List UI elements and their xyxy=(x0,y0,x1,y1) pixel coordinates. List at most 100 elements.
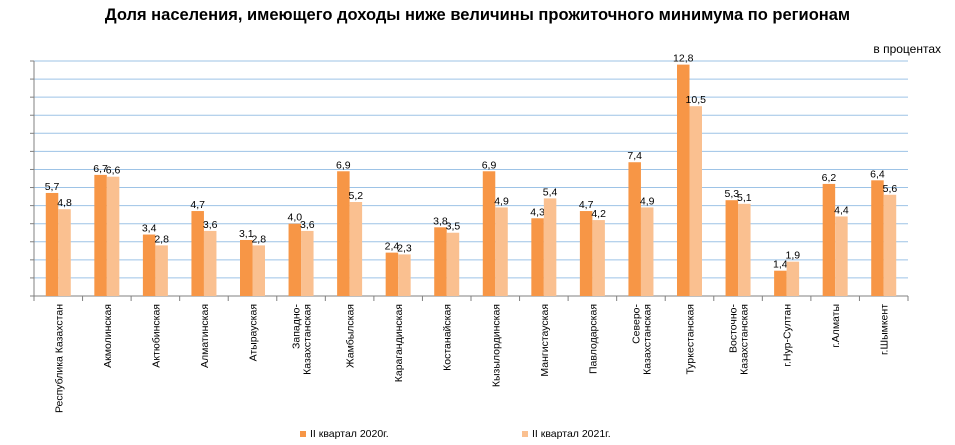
category-label-line: Казахстанская xyxy=(739,304,751,375)
bar-2021 xyxy=(738,203,751,296)
category-label-line: г.Шымкент xyxy=(879,304,891,355)
bar-2020 xyxy=(337,171,350,296)
bar-2021 xyxy=(398,254,411,296)
category-label-line: Западно- xyxy=(291,303,303,348)
data-label-2021: 2,8 xyxy=(154,233,169,245)
data-label-2021: 4,8 xyxy=(57,197,72,209)
data-label-2021: 4,9 xyxy=(640,195,655,207)
category-label-line: Актюбинская xyxy=(150,304,162,368)
bar-2021 xyxy=(58,209,71,296)
data-label-2020: 6,4 xyxy=(870,168,885,180)
category-label: Павлодарская xyxy=(587,304,599,374)
bar-2021 xyxy=(495,207,508,296)
data-label-2021: 2,8 xyxy=(251,233,266,245)
category-label: Восточно- Казахстанская xyxy=(728,303,751,374)
bar-2020 xyxy=(142,234,156,296)
data-label-2020: 4,0 xyxy=(288,212,303,224)
legend-label-2020: II квартал 2020г. xyxy=(310,428,389,440)
data-label-2020: 3,8 xyxy=(433,215,448,227)
data-label-2021: 3,6 xyxy=(203,219,218,231)
bar-2021 xyxy=(592,220,605,296)
data-label-2020: 6,2 xyxy=(822,172,837,184)
bar-2021 xyxy=(301,230,314,296)
data-label-2021: 3,6 xyxy=(300,219,315,231)
data-label-2020: 4,7 xyxy=(190,199,205,211)
bar-2020 xyxy=(725,200,739,296)
bar-2020 xyxy=(191,211,204,296)
bar-2021 xyxy=(883,194,897,296)
category-label-line: Акмолинская xyxy=(102,304,114,368)
data-label-2021: 5,4 xyxy=(543,186,558,198)
bar-2020 xyxy=(531,218,544,296)
category-label: Республика Казахстан xyxy=(53,304,65,413)
bar-2020 xyxy=(45,192,59,296)
bar-2020 xyxy=(774,270,787,296)
category-label-line: Мангистауская xyxy=(539,304,551,377)
legend-swatch-2020 xyxy=(300,431,306,437)
data-label-2021: 4,9 xyxy=(494,195,509,207)
category-label-line: Алматинская xyxy=(199,304,211,368)
data-label-2020: 2,4 xyxy=(385,241,400,253)
bar-2021 xyxy=(786,261,800,296)
bar-2020 xyxy=(288,223,302,296)
data-label-2021: 5,1 xyxy=(737,192,752,204)
category-label: Северо- Казахстанская xyxy=(630,304,653,375)
bar-2020 xyxy=(871,180,884,296)
bar-2021 xyxy=(106,176,120,296)
bar-2020 xyxy=(482,171,496,296)
category-label-line: Кызылординская xyxy=(490,304,502,387)
data-label-2020: 5,7 xyxy=(45,181,60,193)
category-label-line: Восточно- xyxy=(728,303,740,353)
category-label-line: Атырауская xyxy=(248,304,260,361)
data-label-2020: 6,9 xyxy=(482,159,497,171)
bar-2020 xyxy=(677,64,690,296)
category-label: Карагандинская xyxy=(393,304,405,382)
category-label: Актюбинская xyxy=(150,304,162,368)
unit-label: в процентах xyxy=(873,42,941,56)
bar-2021 xyxy=(349,202,363,296)
data-label-2021: 4,4 xyxy=(834,204,849,216)
category-label-line: Туркестанская xyxy=(685,304,697,375)
data-label-2021: 2,3 xyxy=(397,242,412,254)
category-label: г.Нур-Султан xyxy=(782,304,794,367)
bar-2020 xyxy=(94,174,107,296)
data-label-2021: 6,6 xyxy=(106,165,121,177)
bar-2020 xyxy=(385,252,399,296)
bar-2021 xyxy=(252,245,265,296)
category-label: Костанайская xyxy=(442,304,454,371)
bar-2020 xyxy=(628,162,641,296)
data-label-2020: 3,1 xyxy=(239,228,254,240)
bar-2020 xyxy=(822,183,836,296)
category-label: г.Алматы xyxy=(830,304,842,348)
data-label-2021: 5,2 xyxy=(349,190,364,202)
bar-2021 xyxy=(689,106,702,296)
legend-label-2021: II квартал 2021г. xyxy=(532,428,611,440)
category-label: Кызылординская xyxy=(490,304,502,387)
bar-2020 xyxy=(240,239,253,296)
category-label: Атырауская xyxy=(248,304,260,361)
legend-item-2021: II квартал 2021г. xyxy=(522,428,611,440)
category-label-line: г.Нур-Султан xyxy=(782,304,794,367)
data-label-2020: 4,7 xyxy=(579,199,594,211)
category-label-line: г.Алматы xyxy=(830,304,842,348)
category-label-line: Казахстанская xyxy=(641,304,653,375)
bar-2021 xyxy=(543,198,557,296)
bar-2021 xyxy=(640,207,654,296)
data-label-2020: 6,7 xyxy=(93,163,108,175)
category-label: Туркестанская xyxy=(685,304,697,375)
bar-2021 xyxy=(155,245,168,296)
category-label: Жамбылская xyxy=(345,304,357,368)
data-label-2020: 12,8 xyxy=(673,53,694,65)
category-label-line: Северо- xyxy=(630,304,642,344)
bar-2021 xyxy=(446,232,460,296)
data-label-2021: 3,5 xyxy=(446,221,461,233)
bar-2021 xyxy=(835,216,848,296)
data-label-2021: 5,6 xyxy=(883,183,898,195)
bar-2020 xyxy=(579,211,593,296)
category-label: Алматинская xyxy=(199,304,211,368)
bar-2021 xyxy=(203,230,217,296)
legend-swatch-2021 xyxy=(522,431,528,437)
data-label-2020: 4,3 xyxy=(530,206,545,218)
data-label-2021: 10,5 xyxy=(686,94,707,106)
